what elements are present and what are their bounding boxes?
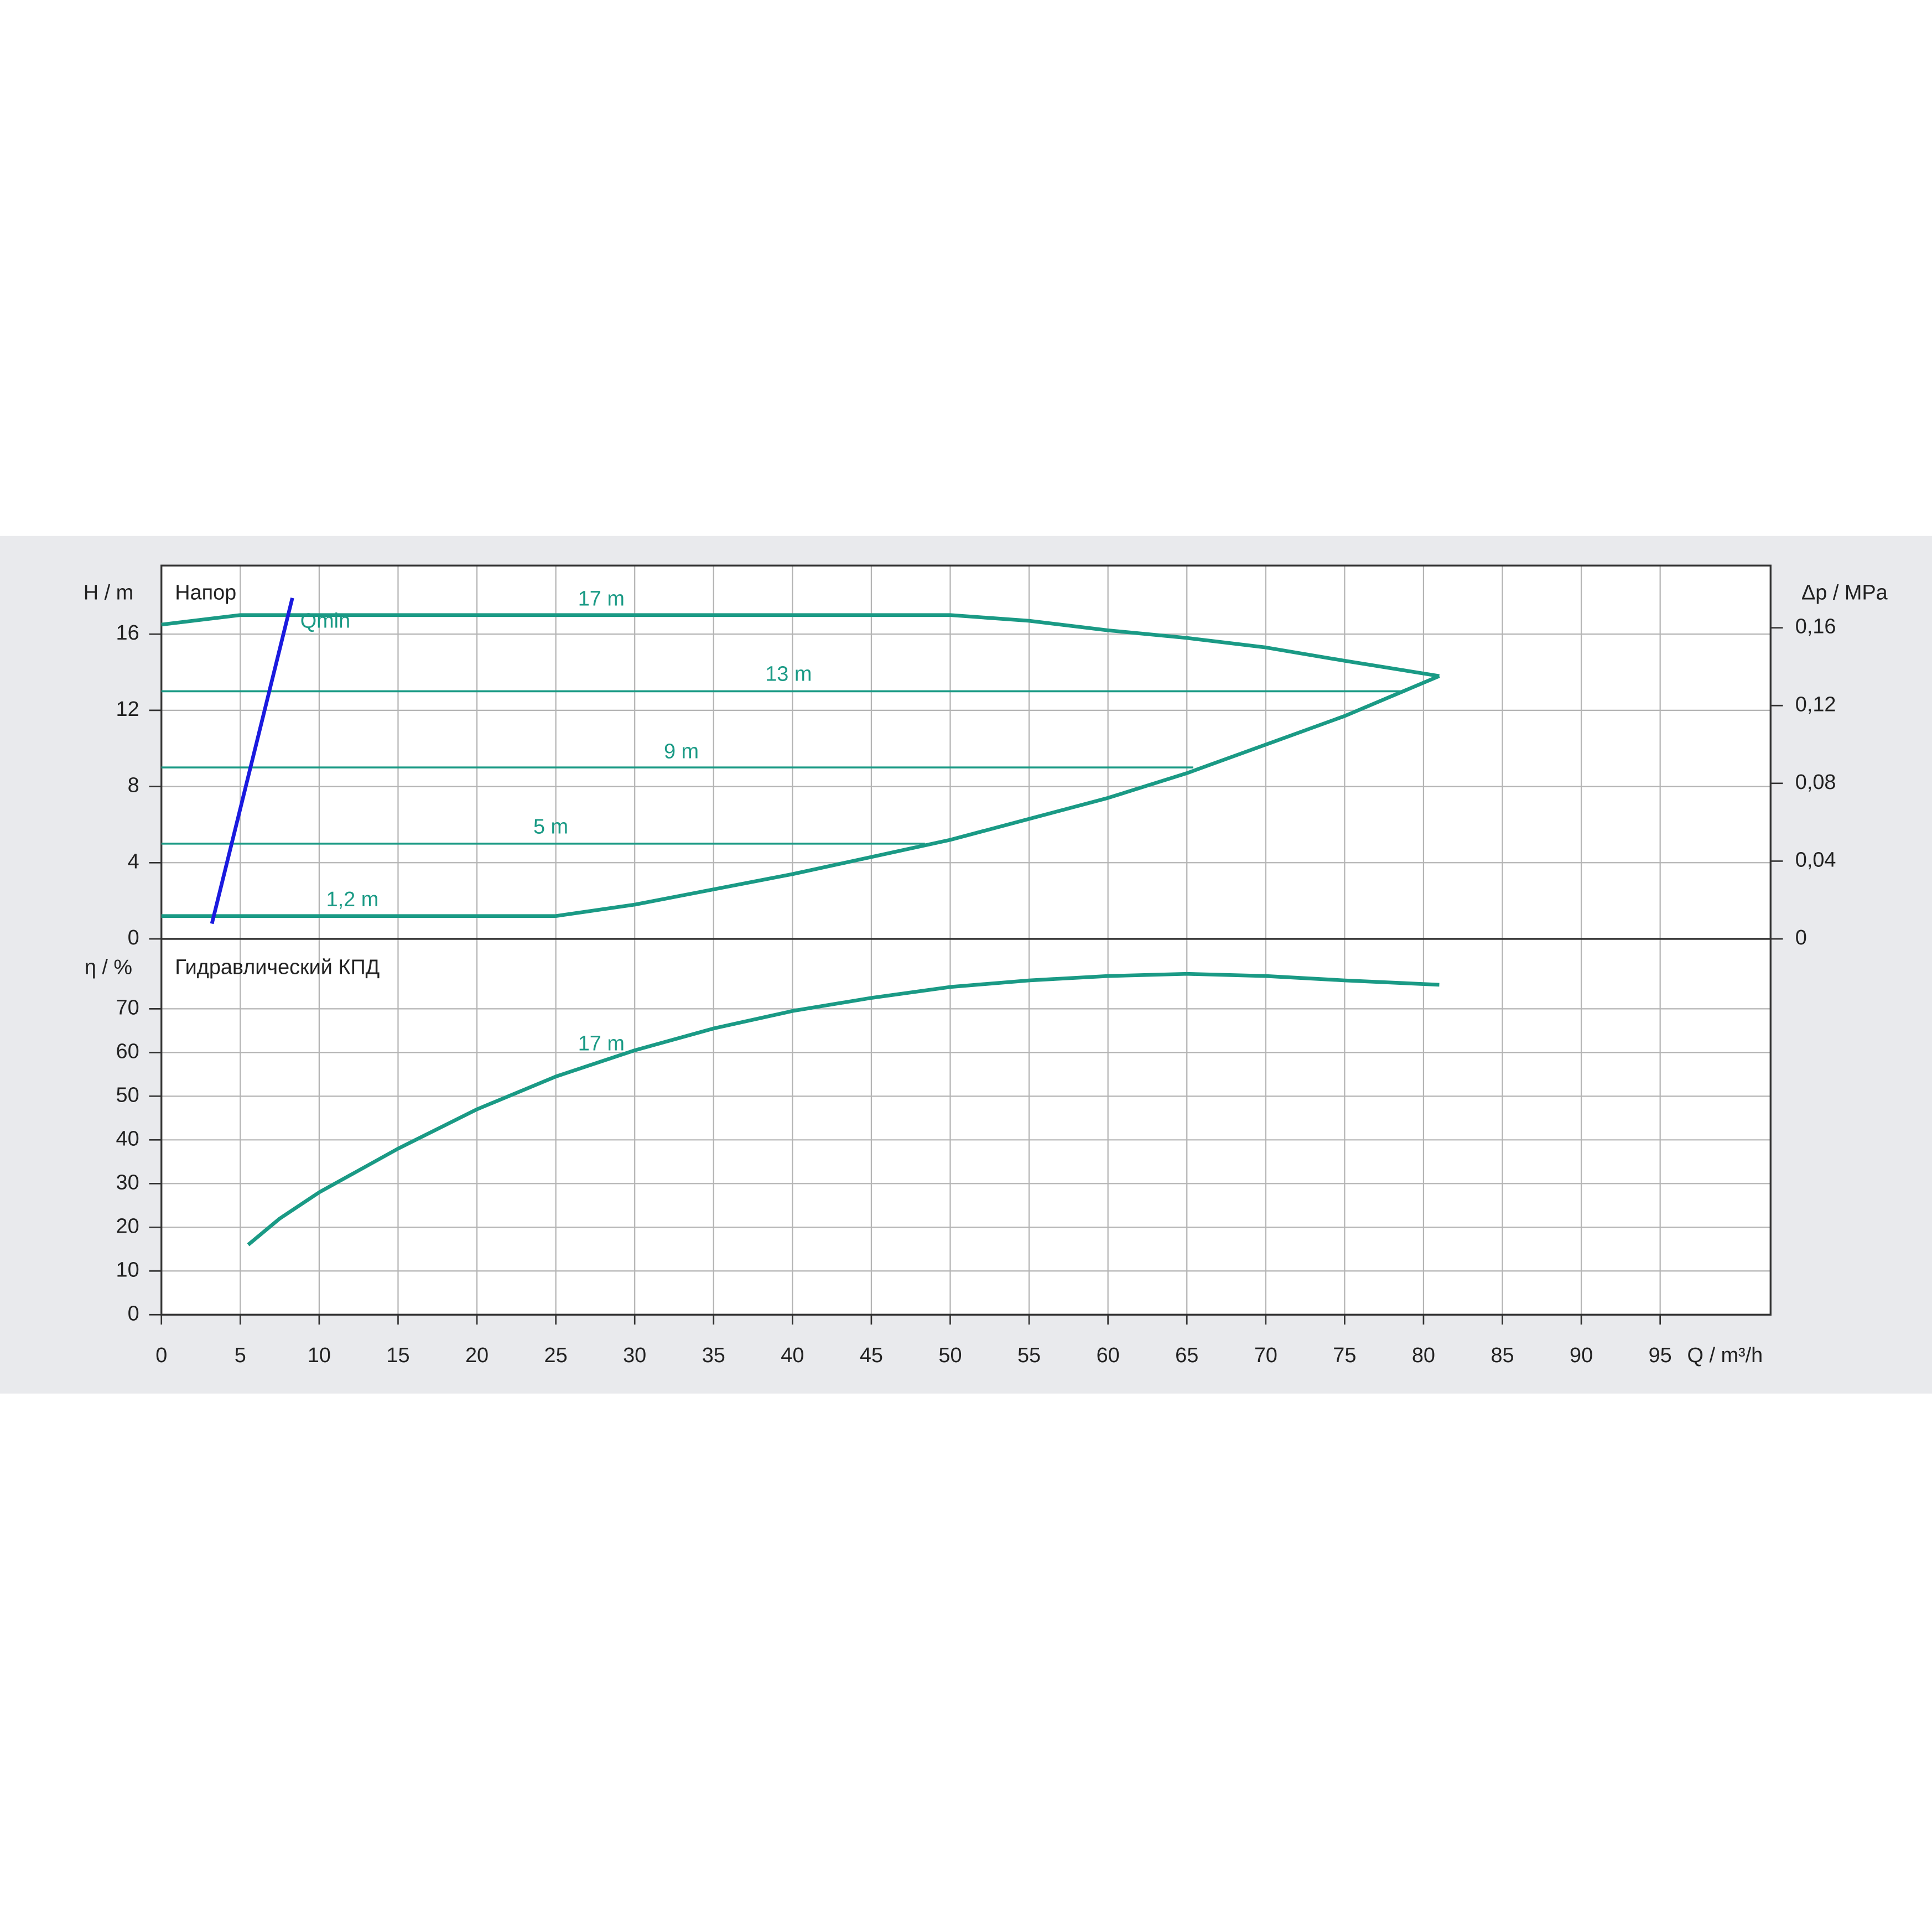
y2-tick-label: 0,08 <box>1795 771 1836 794</box>
x-tick-label: 45 <box>860 1344 883 1367</box>
series-label: 17 m <box>578 588 625 611</box>
x-tick-label: 80 <box>1412 1344 1435 1367</box>
panel-title: Гидравлический КПД <box>175 955 380 979</box>
series-label: 5 m <box>533 816 568 839</box>
y-axis-label: η / % <box>85 955 132 979</box>
series-label: Qmin <box>300 610 350 633</box>
y2-tick-label: 0,16 <box>1795 615 1836 638</box>
series-line <box>210 597 294 925</box>
panel-title: Напор <box>175 581 236 604</box>
x-axis-label: Q / m³/h <box>1687 1344 1763 1367</box>
series-label: 1,2 m <box>326 888 379 911</box>
x-tick-label: 5 <box>235 1344 246 1367</box>
series-label: 9 m <box>664 740 699 764</box>
y-tick-label: 16 <box>116 621 139 645</box>
plot-border <box>160 938 1772 1316</box>
x-tick-label: 0 <box>155 1344 167 1367</box>
y-tick-label: 30 <box>116 1171 139 1194</box>
x-tick-label: 60 <box>1097 1344 1120 1367</box>
x-tick-label: 75 <box>1333 1344 1356 1367</box>
x-tick-label: 30 <box>623 1344 646 1367</box>
x-tick-label: 90 <box>1570 1344 1593 1367</box>
x-tick-label: 40 <box>781 1344 804 1367</box>
x-tick-label: 15 <box>386 1344 409 1367</box>
y-tick-label: 8 <box>128 774 139 797</box>
x-tick-label: 20 <box>465 1344 489 1367</box>
y-tick-label: 0 <box>128 926 139 949</box>
y-tick-label: 50 <box>116 1083 139 1107</box>
series-label: 17 m <box>578 1032 625 1056</box>
x-tick-label: 10 <box>308 1344 331 1367</box>
y-tick-label: 40 <box>116 1127 139 1150</box>
y-tick-label: 70 <box>116 996 139 1019</box>
series-line <box>161 674 1440 918</box>
plot-area <box>161 565 1771 939</box>
x-tick-label: 50 <box>938 1344 962 1367</box>
x-tick-label: 25 <box>544 1344 568 1367</box>
x-tick-label: 35 <box>702 1344 725 1367</box>
plot-area <box>161 939 1771 1315</box>
x-tick-label: 65 <box>1175 1344 1198 1367</box>
y-tick-label: 0 <box>128 1302 139 1325</box>
y-axis-label: H / m <box>84 581 133 604</box>
series-label: 13 m <box>765 662 812 685</box>
x-tick-label: 55 <box>1017 1344 1041 1367</box>
y2-axis-label: Δp / MPa <box>1801 581 1888 604</box>
y-tick-label: 12 <box>116 698 139 721</box>
y-tick-label: 4 <box>128 850 139 873</box>
x-tick-label: 95 <box>1649 1344 1672 1367</box>
y-tick-label: 10 <box>116 1258 139 1281</box>
x-tick-label: 85 <box>1490 1344 1514 1367</box>
y2-tick-label: 0,04 <box>1795 848 1836 871</box>
x-tick-label: 70 <box>1254 1344 1277 1367</box>
y-tick-label: 60 <box>116 1040 139 1063</box>
y2-tick-label: 0,12 <box>1795 693 1836 716</box>
plots: 0 4 8 12 16 0 0,04 0,08 0,12 0,16 Δp / MPa Напор H /… <box>84 564 1888 1367</box>
series-line <box>247 972 1440 1247</box>
y-tick-label: 20 <box>116 1214 139 1238</box>
y2-tick-label: 0 <box>1795 926 1807 949</box>
series-line <box>161 613 1440 678</box>
